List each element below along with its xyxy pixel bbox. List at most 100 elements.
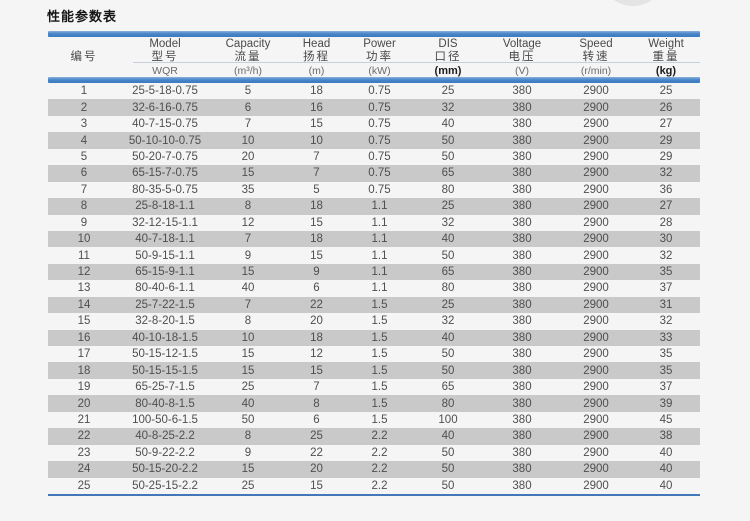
table-cell: 9	[313, 266, 320, 279]
table-cell: 50	[241, 413, 255, 426]
column-header-unit: (V)	[515, 64, 529, 77]
table-cell: 19	[77, 381, 91, 394]
table-cell: 2900	[583, 413, 609, 426]
table-cell: 13	[77, 282, 91, 295]
table-cell: 5	[313, 183, 320, 196]
table-cell: 32	[441, 216, 455, 229]
table-cell: 40	[241, 282, 255, 295]
table-row: 25 50-25-15-2.2 25 15 2.2 50 380 2900 40	[48, 478, 700, 494]
table-cell: 1.1	[371, 266, 388, 279]
table-cell: 380	[512, 282, 532, 295]
table-cell: 10	[241, 331, 255, 344]
table-cell: 7	[80, 183, 88, 196]
table-cell: 40-7-15-0.75	[132, 118, 198, 131]
table-cell: 18	[310, 233, 323, 246]
table-cell: 380	[512, 381, 532, 394]
table-cell: 32-6-16-0.75	[132, 101, 198, 114]
table-cell: 65	[441, 266, 455, 279]
table-cell: 50-15-15-1.5	[132, 364, 198, 377]
table-row: 22 40-8-25-2.2 8 25 2.2 40 380 2900 38	[48, 428, 700, 445]
table-cell: 380	[512, 463, 532, 476]
table-cell: 380	[512, 364, 532, 377]
table-cell: 7	[244, 233, 252, 246]
table-cell: 35	[241, 183, 255, 196]
table-row: 15 32-8-20-1.5 8 20 1.5 32 380 2900 32	[48, 313, 700, 329]
table-cell: 50	[441, 463, 455, 476]
table-cell: 17	[77, 348, 91, 361]
column-header-en: Model	[149, 38, 181, 50]
table-row: 5 50-20-7-0.75 20 7 0.75 50 380 2900 29	[48, 149, 700, 165]
table-cell: 2.2	[371, 479, 388, 492]
table-row: 9 32-12-15-1.1 12 15 1.1 32 380 2900 28	[48, 215, 700, 231]
table-cell: 25	[241, 479, 255, 492]
table-cell: 20	[310, 463, 323, 476]
table-cell: 40	[241, 397, 255, 410]
table-cell: 380	[512, 101, 532, 114]
table-cell: 2900	[583, 101, 609, 114]
table-cell: 0.75	[368, 101, 391, 114]
table-cell: 29	[659, 134, 673, 147]
table-cell: 50	[441, 249, 455, 262]
column-header-en: Voltage	[502, 38, 542, 50]
table-cell: 80	[441, 282, 455, 295]
table-cell: 8	[244, 430, 252, 443]
column-header-en: Capacity	[225, 38, 271, 50]
table-cell: 25	[310, 430, 323, 443]
column-header-weight: Weight 重量 (kg)	[632, 37, 700, 77]
table-cell: 0.75	[368, 134, 391, 147]
table-row: 3 40-7-15-0.75 7 15 0.75 40 380 2900 27	[48, 116, 700, 132]
table-cell: 22	[310, 446, 323, 459]
table-cell: 22	[77, 430, 91, 443]
table-cell: 2900	[583, 463, 609, 476]
table-cell: 8	[80, 200, 88, 213]
table-cell: 25	[441, 85, 455, 98]
column-header-labels: Speed 转速	[579, 37, 612, 64]
table-row: 1 25-5-18-0.75 5 18 0.75 25 380 2900 25	[48, 83, 700, 99]
table-cell: 9	[244, 446, 252, 459]
table-cell: 50	[441, 150, 455, 163]
table-cell: 15	[241, 266, 255, 279]
table-cell: 50	[441, 348, 455, 361]
table-cell: 35	[659, 348, 673, 361]
table-cell: 25-7-22-1.5	[135, 298, 195, 311]
table-cell: 3	[80, 118, 88, 131]
column-header-en: Head	[302, 38, 331, 50]
table-row: 18 50-15-15-1.5 15 15 1.5 50 380 2900 35	[48, 362, 700, 379]
table-cell: 40	[659, 463, 673, 476]
column-header-voltage: Voltage 电压 (V)	[484, 37, 560, 77]
table-cell: 380	[512, 315, 532, 328]
table-cell: 1.1	[371, 216, 388, 229]
table-header-row: 编号 Model 型号 WQR Capacity 流量 (m³/h) Head …	[48, 37, 700, 77]
column-header-capacity: Capacity 流量 (m³/h)	[210, 37, 286, 77]
table-cell: 40-10-18-1.5	[132, 331, 198, 344]
table-cell: 380	[512, 266, 532, 279]
column-header-labels: Capacity 流量	[226, 37, 271, 64]
column-header-unit: (r/min)	[580, 64, 612, 77]
column-header-power: Power 功率 (kW)	[347, 37, 412, 77]
table-cell: 15	[77, 315, 91, 328]
table-cell: 380	[512, 298, 532, 311]
table-row: 24 50-15-20-2.2 15 20 2.2 50 380 2900 40	[48, 461, 700, 478]
table-cell: 0.75	[368, 85, 391, 98]
table-cell: 32	[659, 315, 673, 328]
table-cell: 27	[659, 200, 673, 213]
table-cell: 380	[512, 150, 532, 163]
column-header-en: Power	[363, 38, 396, 50]
table-cell: 2900	[583, 348, 609, 361]
column-header-en: Weight	[648, 38, 684, 50]
table-cell: 50-9-22-2.2	[135, 446, 195, 459]
table-cell: 65-25-7-1.5	[135, 381, 195, 394]
table-cell: 16	[77, 331, 91, 344]
table-cell: 1.5	[371, 348, 388, 361]
table-cell: 1.1	[371, 249, 388, 262]
table-cell: 30	[659, 233, 673, 246]
table-cell: 11	[78, 249, 90, 262]
table-cell: 2900	[583, 364, 609, 377]
table-cell: 50-15-20-2.2	[132, 463, 198, 476]
table-cell: 7	[313, 167, 320, 180]
table-cell: 2.2	[371, 463, 388, 476]
table-cell: 10	[310, 134, 323, 147]
table-cell: 21	[77, 413, 91, 426]
table-cell: 28	[659, 216, 673, 229]
